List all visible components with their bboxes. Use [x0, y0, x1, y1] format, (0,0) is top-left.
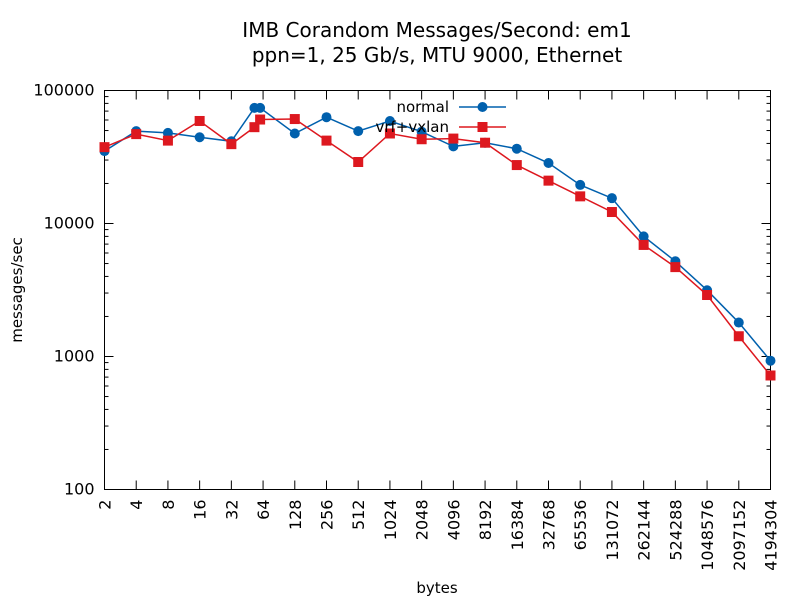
data-point	[638, 231, 649, 242]
data-point	[511, 160, 522, 171]
data-point	[606, 193, 617, 204]
data-point	[416, 134, 427, 145]
data-point	[353, 126, 364, 137]
series-vrf-vxlan	[99, 114, 776, 381]
data-point	[99, 142, 110, 153]
x-tick-label: 128	[286, 500, 305, 531]
y-tick-label: 100	[64, 480, 95, 499]
x-tick-label: 8192	[476, 500, 495, 541]
x-tick-label: 8	[159, 500, 178, 510]
data-point	[733, 331, 744, 342]
data-point	[321, 135, 332, 146]
data-point	[384, 128, 395, 139]
data-point	[162, 135, 173, 146]
data-point	[226, 139, 237, 150]
data-point	[575, 179, 586, 190]
data-point	[353, 157, 364, 168]
x-tick-label: 2097152	[730, 500, 749, 571]
data-point	[638, 239, 649, 250]
data-point	[416, 126, 427, 137]
legend-swatch-marker	[477, 102, 488, 112]
x-tick-label: 32768	[540, 500, 559, 551]
x-tick-label: 65536	[571, 500, 590, 551]
series-line	[104, 107, 772, 362]
data-point	[194, 132, 205, 143]
data-point	[194, 115, 205, 126]
data-point	[765, 355, 776, 366]
x-tick-label: 16	[191, 500, 210, 520]
x-tick-label: 4194304	[762, 500, 781, 571]
data-point	[289, 128, 300, 139]
chart-title: IMB Corandom Messages/Second: em1 ppn=1,…	[242, 18, 631, 67]
legend-label: normal	[396, 98, 449, 116]
data-point	[448, 133, 459, 144]
data-point	[321, 112, 332, 123]
data-point	[289, 114, 300, 125]
x-tick-label: 4096	[444, 500, 463, 541]
x-tick-label: 64	[254, 500, 273, 520]
data-point	[670, 262, 681, 273]
data-point	[543, 175, 554, 186]
x-tick-label: 1024	[381, 500, 400, 541]
x-tick-label: 2048	[413, 500, 432, 541]
y-tick-label: 100000	[33, 81, 94, 100]
y-tick-label: 1000	[54, 347, 95, 366]
data-point	[511, 143, 522, 154]
x-tick-label: 4	[127, 500, 146, 510]
series-normal	[99, 102, 776, 366]
x-tick-label: 32	[222, 500, 241, 520]
data-point	[543, 158, 554, 169]
data-point	[162, 127, 173, 138]
x-tick-label: 2	[96, 500, 115, 510]
data-point	[384, 115, 395, 126]
y-axis-label: messages/sec	[8, 237, 26, 343]
y-axis: 100 1000 10000 100000	[33, 81, 771, 499]
chart-title-line-1: IMB Corandom Messages/Second: em1	[242, 18, 631, 42]
data-point	[702, 290, 713, 301]
legend-label: vrf+vxlan	[375, 118, 449, 136]
plot-area-frame	[104, 90, 771, 490]
y-tick-label: 10000	[44, 214, 95, 233]
x-axis: 2 4 8 16 32 64 128 256 512 1024 2048 4096 8192 16384 3…	[96, 90, 781, 571]
data-point	[765, 370, 776, 381]
x-tick-label: 1048576	[698, 500, 717, 571]
data-point	[255, 114, 266, 125]
chart-title-line-2: ppn=1, 25 Gb/s, MTU 9000, Ethernet	[252, 43, 623, 67]
x-tick-label: 262144	[635, 500, 654, 561]
data-point	[733, 317, 744, 328]
x-tick-label: 524288	[666, 500, 685, 561]
series-layer	[99, 102, 776, 381]
legend-swatch-marker	[477, 122, 488, 132]
data-point	[255, 102, 266, 113]
x-tick-label: 16384	[508, 500, 527, 551]
x-tick-label: 256	[318, 500, 337, 531]
x-axis-label: bytes	[416, 579, 458, 597]
x-tick-label: 512	[349, 500, 368, 531]
data-point	[480, 137, 491, 148]
series-line	[104, 118, 772, 376]
data-point	[606, 207, 617, 218]
x-tick-label: 131072	[603, 500, 622, 561]
legend: normal vrf+vxlan	[375, 98, 506, 136]
data-point	[131, 129, 142, 140]
data-point	[448, 141, 459, 152]
data-point	[575, 191, 586, 202]
data-point	[249, 122, 260, 133]
